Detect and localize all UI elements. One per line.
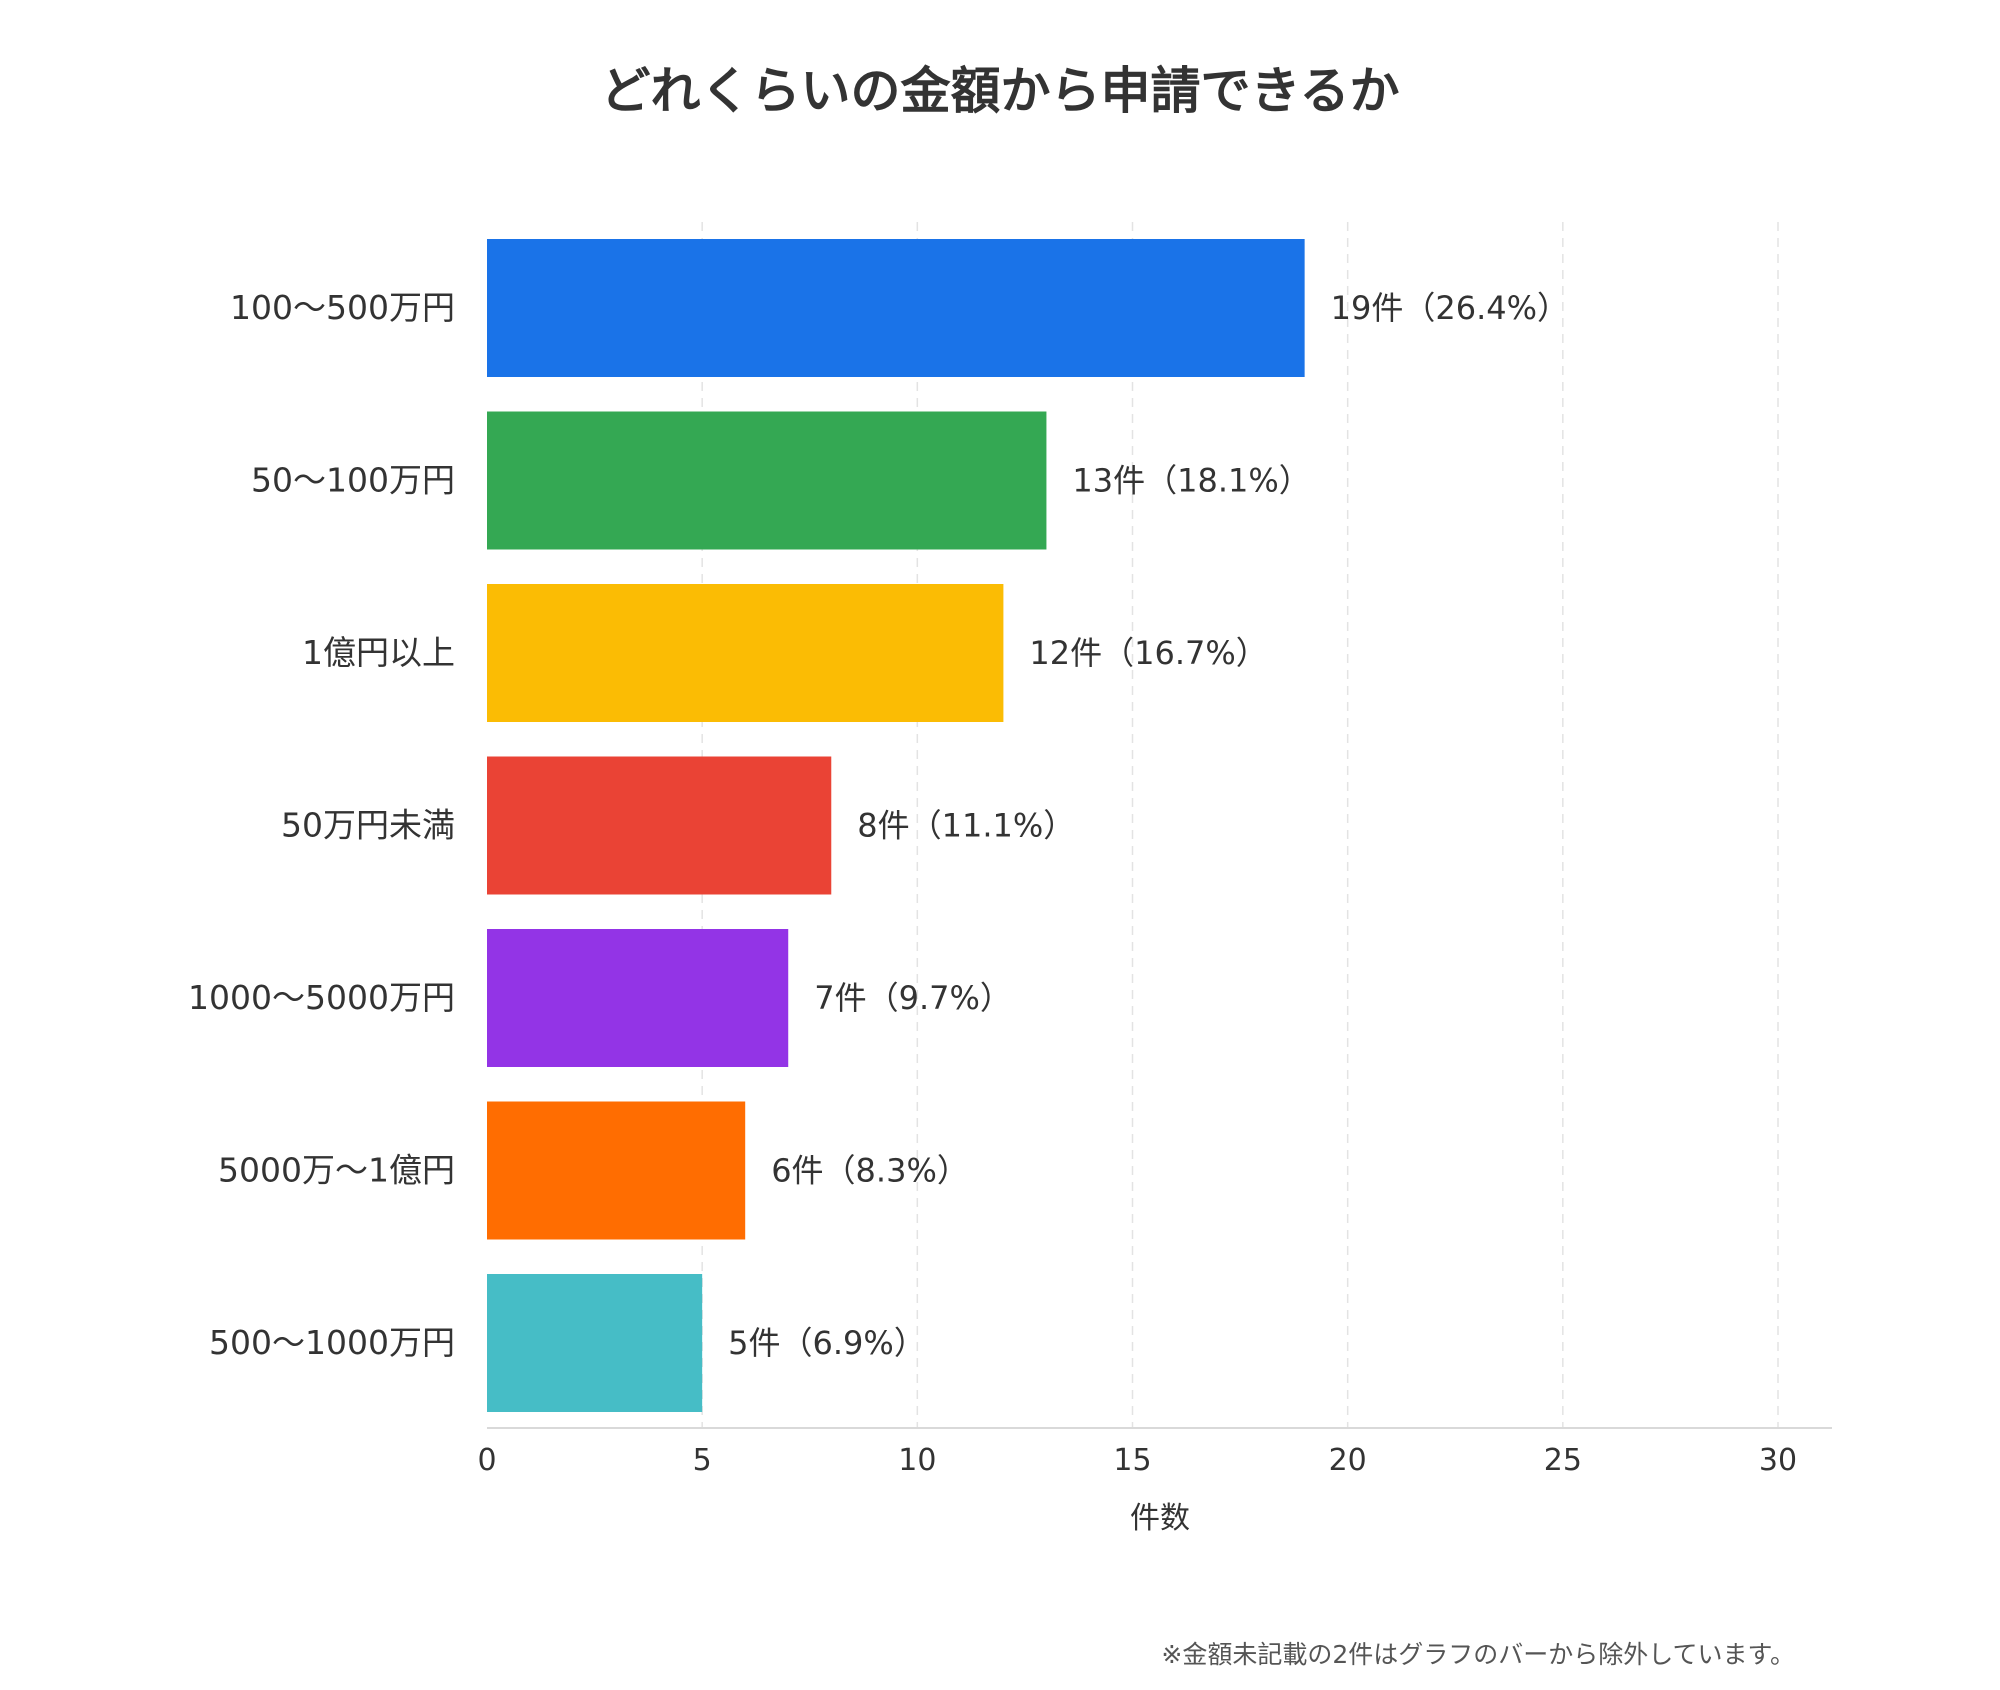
- x-tick-label-5: 25: [1544, 1443, 1582, 1478]
- data-label-3: 8件（11.1%）: [857, 807, 1075, 845]
- x-tick-label-4: 20: [1329, 1443, 1367, 1478]
- category-label-3: 50万円未満: [281, 806, 455, 845]
- bar-1: [487, 411, 1047, 550]
- data-label-5: 6件（8.3%）: [771, 1152, 969, 1190]
- x-axis-title: 件数: [1130, 1501, 1190, 1536]
- category-label-5: 5000万〜1億円: [218, 1151, 455, 1190]
- footnote: ※金額未記載の2件はグラフのバーから除外しています。: [1161, 1640, 1795, 1669]
- bar-6: [487, 1274, 703, 1412]
- data-label-0: 19件（26.4%）: [1331, 289, 1569, 327]
- value-labels: 19件（26.4%） 13件（18.1%） 12件（16.7%） 8件（11.1%） 7…: [728, 289, 1569, 1362]
- x-axis: 0 5 10 15 20 25 30: [477, 1427, 1832, 1478]
- x-tick-label-6: 30: [1759, 1443, 1797, 1478]
- category-label-2: 1億円以上: [302, 633, 455, 672]
- bar-4: [487, 929, 789, 1067]
- x-tick-label-1: 5: [693, 1443, 712, 1478]
- chart-title: どれくらいの金額から申請できるか: [601, 62, 1400, 120]
- data-label-1: 13件（18.1%）: [1072, 462, 1310, 500]
- x-tick-label-3: 15: [1113, 1443, 1151, 1478]
- bar-5: [487, 1101, 746, 1240]
- x-tick-label-0: 0: [477, 1443, 496, 1478]
- bar-0: [487, 239, 1305, 377]
- category-label-6: 500〜1000万円: [209, 1323, 455, 1362]
- category-label-1: 50〜100万円: [251, 461, 455, 500]
- category-label-0: 100〜500万円: [230, 288, 455, 327]
- bars: [487, 239, 1305, 1412]
- data-label-6: 5件（6.9%）: [728, 1324, 926, 1362]
- data-label-4: 7件（9.7%）: [814, 979, 1012, 1017]
- category-label-4: 1000〜5000万円: [188, 978, 455, 1017]
- category-labels: 100〜500万円 50〜100万円 1億円以上 50万円未満 1000〜5000万円 5…: [188, 288, 455, 1362]
- x-tick-label-2: 10: [898, 1443, 936, 1478]
- data-label-2: 12件（16.7%）: [1029, 634, 1267, 672]
- bar-3: [487, 756, 832, 895]
- bar-2: [487, 584, 1004, 722]
